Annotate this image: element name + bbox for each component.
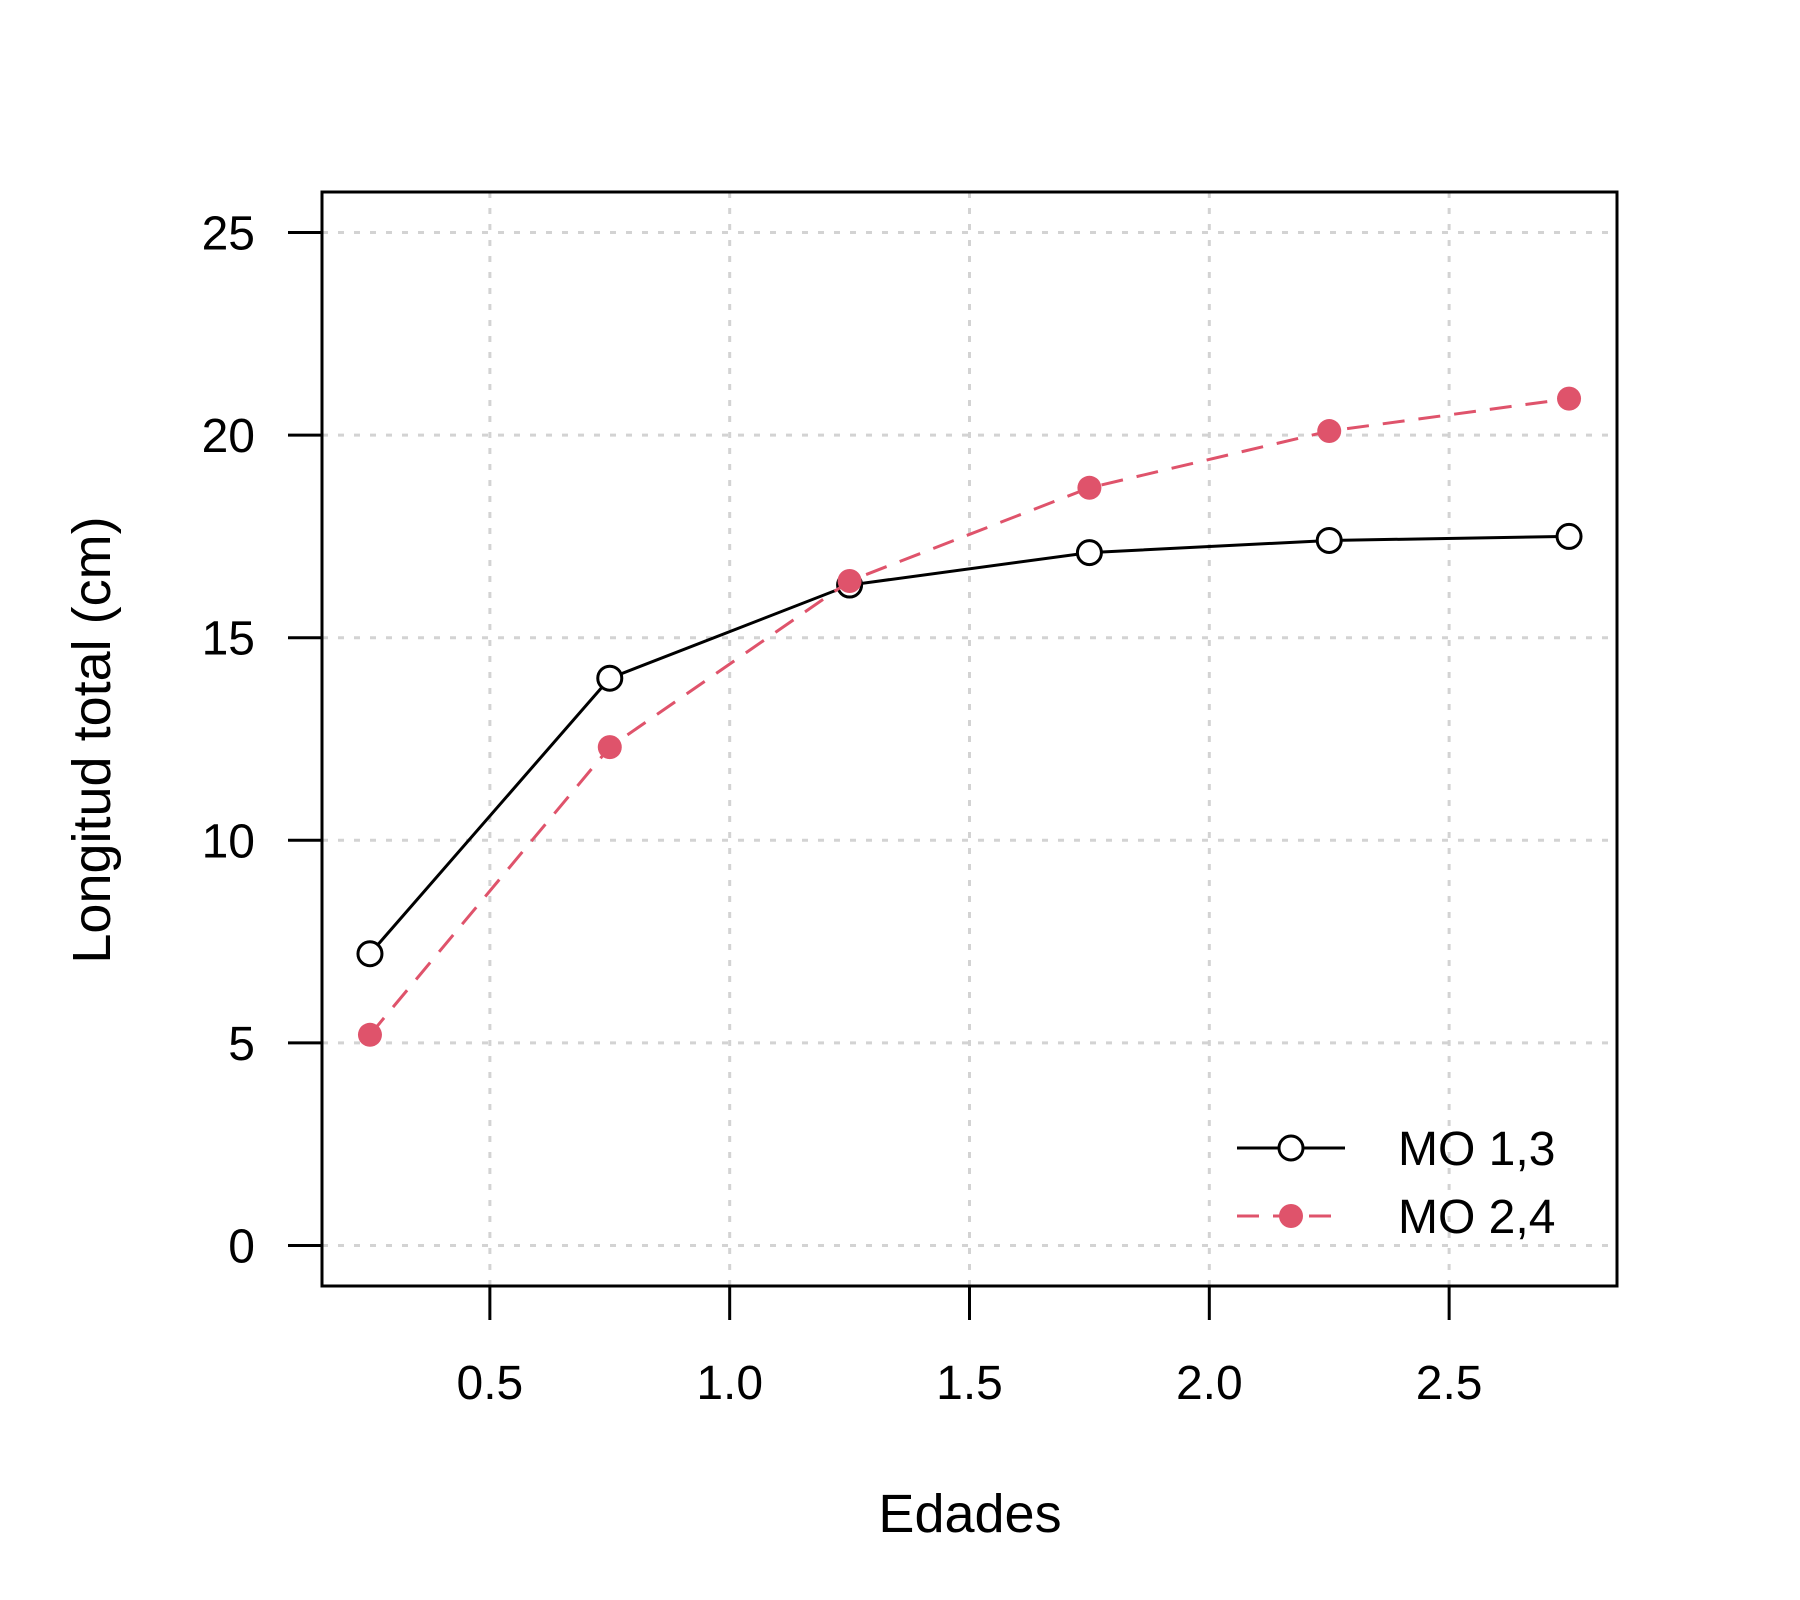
plot-frame	[320, 190, 1619, 1288]
legend-label: MO 1,3	[1398, 1123, 1555, 1176]
x-tick-label: 1.5	[936, 1357, 1003, 1410]
data-point	[597, 735, 622, 760]
data-point	[1077, 475, 1102, 500]
data-point	[596, 664, 624, 692]
x-axis-title: Edades	[878, 1484, 1061, 1544]
data-point	[837, 568, 862, 593]
axes: 0.5 1.0 1.5 2.0 2.5 0 5 10 15 20 25	[202, 208, 1483, 1410]
x-tick-label: 0.5	[457, 1357, 524, 1410]
data-point	[1557, 386, 1582, 411]
y-axis-title: Longitud total (cm)	[62, 516, 122, 963]
data-series	[356, 386, 1583, 1047]
data-point	[1555, 522, 1583, 550]
x-tick-label: 2.0	[1176, 1357, 1243, 1410]
series-1	[356, 522, 1583, 968]
legend-item: MO 1,3	[1237, 1123, 1555, 1176]
data-point	[1315, 526, 1343, 554]
data-point	[357, 1022, 382, 1047]
data-point	[1317, 419, 1342, 444]
legend-item: MO 2,4	[1237, 1191, 1555, 1244]
x-tick-label: 2.5	[1416, 1357, 1483, 1410]
legend-marker	[1277, 1134, 1305, 1162]
series-2	[357, 386, 1582, 1047]
grid-lines	[322, 192, 1617, 1286]
x-tick-label: 1.0	[696, 1357, 763, 1410]
y-tick-label: 5	[228, 1018, 255, 1071]
y-tick-label: 0	[228, 1220, 255, 1273]
y-tick-label: 15	[202, 613, 255, 666]
y-tick-label: 20	[202, 410, 255, 463]
series-line	[368, 534, 1570, 955]
legend: MO 1,3 MO 2,4	[1237, 1123, 1555, 1244]
data-point	[1075, 539, 1103, 567]
legend-marker	[1279, 1204, 1303, 1228]
legend-label: MO 2,4	[1398, 1191, 1555, 1244]
series-line	[368, 397, 1570, 1036]
y-tick-label: 10	[202, 815, 255, 868]
data-point	[356, 940, 384, 968]
y-tick-label: 25	[202, 208, 255, 261]
